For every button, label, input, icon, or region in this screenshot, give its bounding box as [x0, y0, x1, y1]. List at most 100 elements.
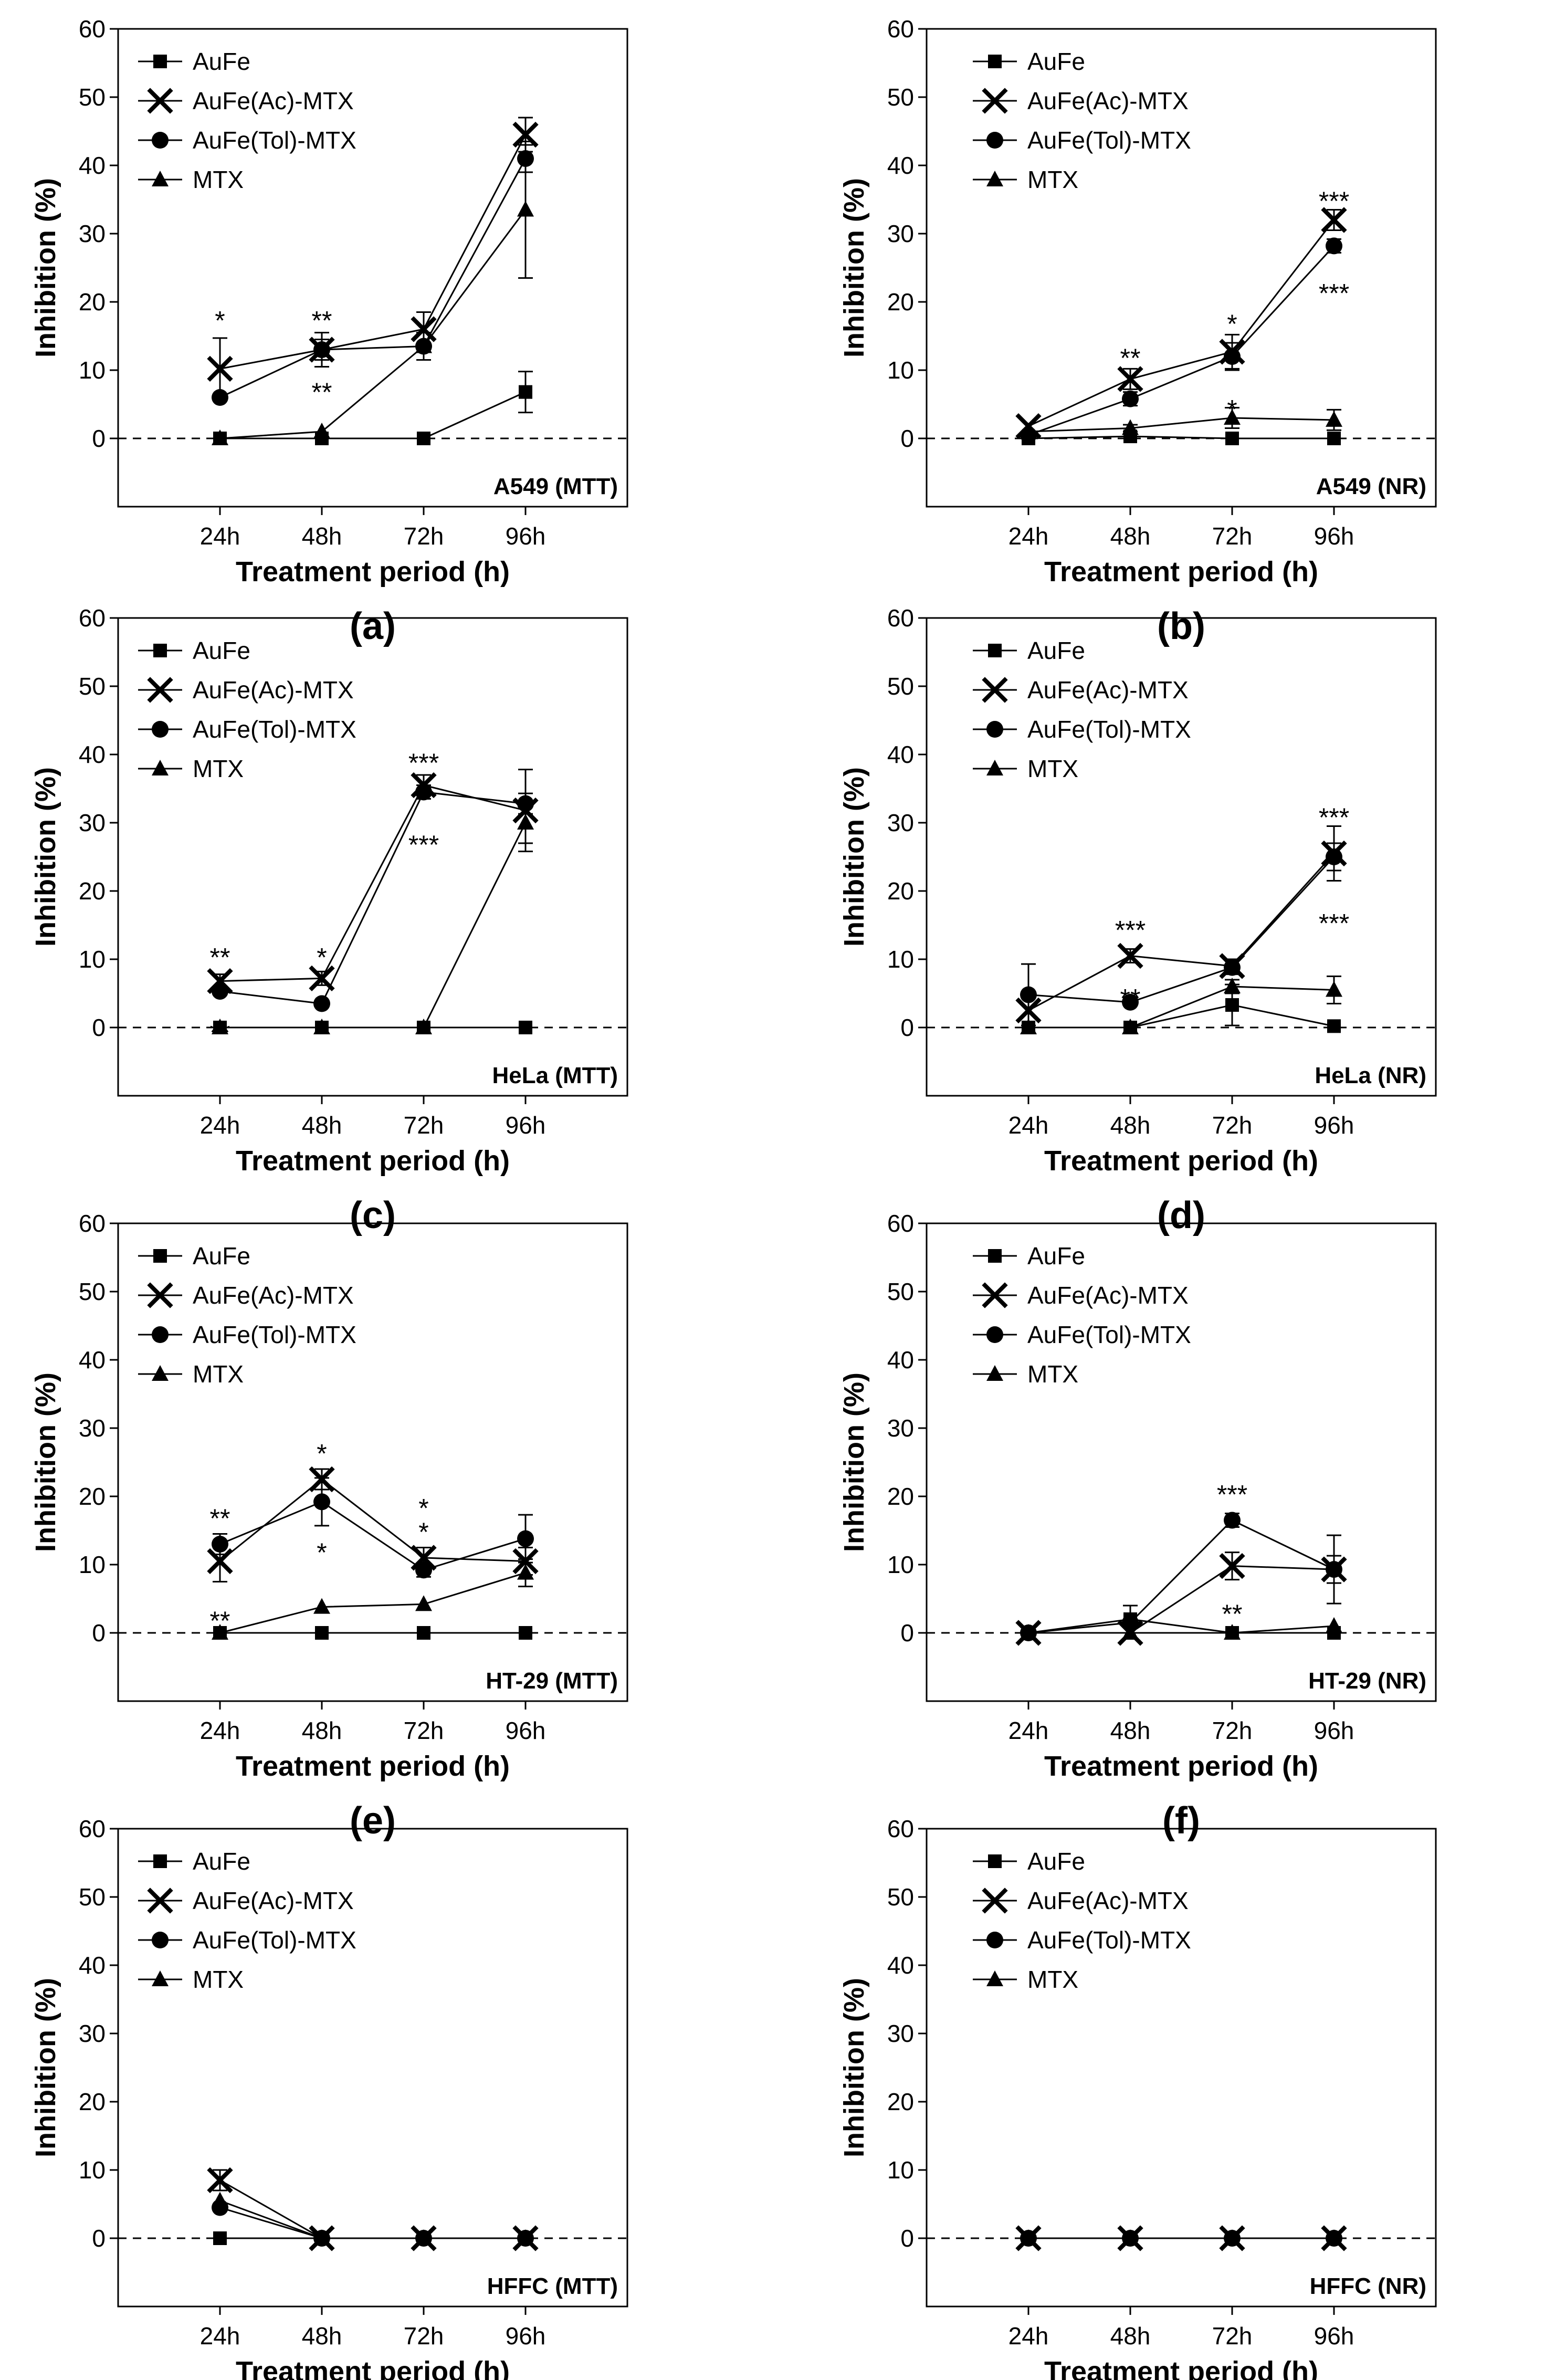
data-point-aufe-ac-mtx	[1219, 1553, 1245, 1579]
series-aufe-tol-mtx	[212, 2199, 534, 2247]
data-point-aufe	[1225, 432, 1239, 445]
series-line-mtx	[1028, 1625, 1335, 1634]
legend-label-aufe: AuFe	[193, 48, 250, 75]
cell-line-label: HT-29 (MTT)	[486, 1668, 618, 1694]
panel-a: 0 10 20 30 40 50 60 24h 48h 72h 96h Treatment perio…	[30, 15, 628, 647]
legend-label-aufe-ac-mtx: AuFe(Ac)-MTX	[193, 87, 354, 114]
legend-marker-aufe	[988, 644, 1002, 657]
y-tick-label: 0	[900, 425, 914, 452]
data-point-aufe	[1327, 1019, 1341, 1033]
legend-marker-aufe-tol-mtx	[986, 1932, 1003, 1948]
legend-marker-aufe-ac-mtx	[982, 1282, 1008, 1308]
y-tick-label: 30	[79, 2020, 106, 2047]
data-point-aufe-tol-mtx	[313, 1493, 330, 1511]
y-tick-label: 20	[79, 1483, 106, 1510]
y-tick-label: 60	[79, 604, 106, 632]
data-point-aufe-tol-mtx	[313, 341, 330, 358]
data-point-mtx	[517, 201, 534, 217]
series-aufe-ac-mtx	[1015, 825, 1347, 1024]
y-tick-label: 30	[887, 220, 914, 247]
x-axis-title: Treatment period (h)	[236, 1145, 510, 1177]
series-aufe-tol-mtx	[212, 1477, 534, 1579]
significance-marker: **	[1222, 1599, 1243, 1629]
x-tick-label: 48h	[1110, 1112, 1151, 1139]
legend-marker-aufe	[988, 1854, 1002, 1868]
y-axis-title: Inhibition (%)	[30, 767, 61, 947]
data-point-aufe-tol-mtx	[212, 1536, 228, 1553]
significance-marker: *	[1227, 309, 1237, 339]
legend-marker-aufe-tol-mtx	[152, 132, 169, 149]
data-point-aufe-tol-mtx	[1326, 848, 1342, 865]
data-point-aufe-tol-mtx	[1326, 237, 1342, 255]
legend-label-aufe-tol-mtx: AuFe(Tol)-MTX	[193, 127, 356, 154]
x-tick-label: 96h	[1314, 1717, 1354, 1744]
significance-marker: *	[317, 1439, 327, 1469]
y-tick-label: 10	[887, 946, 914, 973]
legend-marker-aufe	[988, 1249, 1002, 1263]
x-axis-title: Treatment period (h)	[1044, 1145, 1318, 1177]
legend-marker-aufe-tol-mtx	[152, 1326, 169, 1343]
data-point-aufe-ac-mtx	[207, 355, 233, 382]
series-mtx	[1020, 2229, 1342, 2245]
y-tick-label: 30	[887, 1414, 914, 1442]
data-point-mtx	[1224, 1624, 1241, 1640]
legend: AuFe AuFe(Ac)-MTX AuFe(Tol)-MTX MTX	[973, 48, 1191, 193]
legend-marker-mtx	[152, 1970, 169, 1986]
data-point-aufe-ac-mtx	[309, 965, 335, 992]
series-line-aufe-tol-mtx	[219, 2207, 526, 2239]
data-point-aufe-tol-mtx	[517, 1530, 534, 1547]
legend-marker-mtx	[986, 1970, 1003, 1986]
y-tick-label: 60	[887, 604, 914, 632]
x-tick-label: 72h	[404, 1112, 444, 1139]
x-tick-label: 72h	[1212, 522, 1253, 550]
y-tick-label: 50	[887, 673, 914, 700]
significance-marker: ***	[1319, 803, 1349, 832]
data-point-aufe-tol-mtx	[1224, 348, 1241, 365]
legend-marker-aufe	[153, 1249, 167, 1263]
legend-marker-aufe-tol-mtx	[152, 721, 169, 738]
y-tick-label: 20	[887, 2088, 914, 2115]
panel-h: 0 10 20 30 40 50 60 24h 48h 72h 96h Treatment perio…	[838, 1815, 1437, 2380]
series-line-aufe-ac-mtx	[1028, 219, 1335, 427]
data-point-aufe-tol-mtx	[313, 995, 330, 1012]
data-point-mtx	[313, 2229, 330, 2245]
data-point-aufe-ac-mtx	[207, 2167, 233, 2194]
plot-frame	[117, 1828, 628, 2308]
legend-label-aufe-ac-mtx: AuFe(Ac)-MTX	[1027, 1282, 1189, 1309]
y-tick-label: 50	[79, 1883, 106, 1911]
data-point-aufe-ac-mtx	[1321, 207, 1347, 233]
y-tick-label: 40	[79, 1346, 106, 1374]
legend: AuFe AuFe(Ac)-MTX AuFe(Tol)-MTX MTX	[973, 1242, 1191, 1388]
series-mtx	[1020, 1617, 1342, 1640]
x-tick-label: 48h	[302, 1717, 342, 1744]
data-point-aufe	[417, 1626, 430, 1640]
data-point-mtx	[415, 1019, 432, 1034]
legend-marker-aufe	[153, 55, 167, 68]
series-line-aufe-tol-mtx	[219, 791, 526, 1005]
significance-marker: ***	[1319, 279, 1349, 308]
legend-label-aufe-ac-mtx: AuFe(Ac)-MTX	[1027, 1887, 1189, 1914]
x-tick-label: 96h	[1314, 1112, 1354, 1139]
y-tick-label: 10	[887, 1551, 914, 1578]
data-point-aufe-tol-mtx	[212, 983, 228, 1000]
series-line-aufe-tol-mtx	[1028, 245, 1335, 436]
plot-frame	[117, 617, 628, 1097]
series-aufe	[1022, 429, 1341, 445]
data-point-aufe-tol-mtx	[1122, 993, 1139, 1011]
data-point-mtx	[313, 1598, 330, 1614]
data-point-mtx	[1224, 409, 1241, 425]
series-aufe-ac-mtx	[207, 2167, 539, 2251]
legend-marker-mtx	[152, 760, 169, 775]
plot-frame	[117, 28, 628, 508]
y-axis-title: Inhibition (%)	[30, 1978, 61, 2157]
y-axis-title: Inhibition (%)	[30, 1372, 61, 1552]
data-point-mtx	[517, 2229, 534, 2245]
series-mtx	[1020, 407, 1342, 438]
data-point-aufe-tol-mtx	[415, 783, 432, 801]
data-point-aufe-tol-mtx	[212, 389, 228, 406]
panel-label: (d)	[1157, 1194, 1205, 1236]
y-tick-label: 60	[887, 1815, 914, 1842]
y-tick-label: 20	[887, 877, 914, 905]
y-tick-label: 40	[79, 741, 106, 768]
